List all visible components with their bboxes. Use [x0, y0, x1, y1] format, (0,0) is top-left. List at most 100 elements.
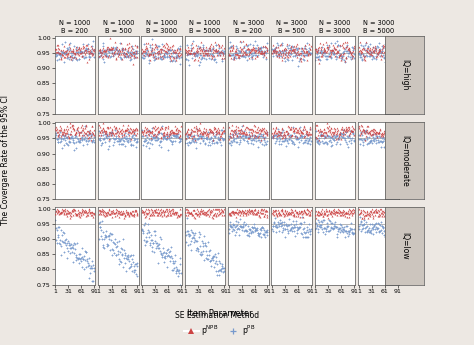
Point: [283, 138, 291, 144]
Point: [96, 129, 103, 134]
Point: [203, 135, 211, 140]
Point: [62, 127, 70, 132]
Point: [321, 210, 329, 216]
Point: [90, 214, 97, 219]
Point: [384, 46, 392, 52]
Point: [301, 230, 309, 236]
Point: [379, 138, 387, 144]
Point: [112, 207, 119, 212]
Point: [163, 248, 171, 253]
Point: [118, 251, 125, 256]
Point: [359, 223, 367, 228]
Point: [128, 212, 135, 217]
Point: [312, 215, 320, 220]
Point: [114, 49, 122, 54]
Point: [58, 53, 66, 58]
Point: [350, 55, 357, 61]
Point: [71, 51, 79, 57]
Point: [273, 212, 281, 217]
Point: [63, 130, 71, 136]
Point: [393, 128, 401, 133]
Point: [307, 208, 315, 213]
Point: [189, 50, 197, 56]
Point: [115, 51, 122, 57]
Point: [304, 131, 311, 137]
Point: [338, 209, 346, 215]
Point: [387, 124, 394, 129]
Point: [100, 135, 108, 141]
Point: [374, 225, 381, 231]
Point: [123, 139, 131, 144]
Point: [206, 45, 213, 51]
Point: [305, 41, 313, 47]
Point: [80, 132, 87, 138]
Point: [304, 53, 312, 58]
Point: [82, 139, 89, 144]
Point: [283, 49, 290, 55]
Point: [325, 46, 332, 52]
Point: [387, 129, 394, 135]
Point: [258, 127, 265, 133]
Point: [216, 210, 224, 215]
Point: [95, 132, 103, 138]
Point: [207, 129, 214, 135]
Point: [369, 224, 377, 230]
Point: [319, 51, 326, 57]
Point: [82, 209, 90, 215]
Point: [341, 228, 349, 234]
Point: [295, 224, 303, 230]
Point: [307, 138, 315, 144]
Point: [134, 139, 141, 145]
Point: [357, 207, 365, 213]
Point: [103, 132, 111, 138]
Point: [236, 208, 244, 214]
Point: [189, 133, 196, 139]
Point: [275, 55, 283, 60]
Point: [131, 127, 139, 132]
Point: [153, 212, 161, 218]
Point: [231, 209, 239, 215]
Point: [239, 224, 247, 229]
Point: [358, 137, 366, 142]
Point: [170, 129, 178, 135]
Point: [126, 49, 134, 55]
Point: [196, 45, 203, 50]
Point: [144, 227, 152, 233]
Point: [289, 44, 297, 49]
Point: [60, 135, 67, 141]
Point: [131, 262, 139, 267]
Point: [163, 131, 171, 137]
Point: [322, 49, 330, 55]
Point: [129, 212, 137, 217]
Point: [72, 129, 80, 135]
Point: [390, 48, 398, 53]
Point: [155, 49, 163, 54]
Point: [253, 138, 260, 144]
Point: [82, 213, 90, 219]
Point: [194, 57, 201, 63]
Point: [171, 130, 178, 136]
Point: [239, 48, 247, 54]
Point: [84, 132, 91, 137]
Point: [194, 132, 201, 138]
Point: [76, 48, 84, 53]
Point: [139, 209, 147, 215]
Point: [385, 207, 393, 212]
Point: [246, 136, 253, 141]
Point: [246, 209, 254, 214]
Point: [203, 137, 211, 142]
Point: [148, 41, 156, 47]
Point: [104, 233, 112, 239]
Point: [150, 207, 158, 213]
Point: [365, 140, 372, 146]
Point: [186, 210, 194, 216]
Point: [320, 208, 328, 214]
Point: [254, 226, 261, 231]
Point: [198, 136, 206, 141]
Point: [183, 209, 191, 215]
Point: [133, 43, 140, 49]
Point: [132, 48, 140, 54]
Point: [358, 132, 365, 137]
Point: [67, 50, 75, 55]
Point: [379, 208, 386, 213]
